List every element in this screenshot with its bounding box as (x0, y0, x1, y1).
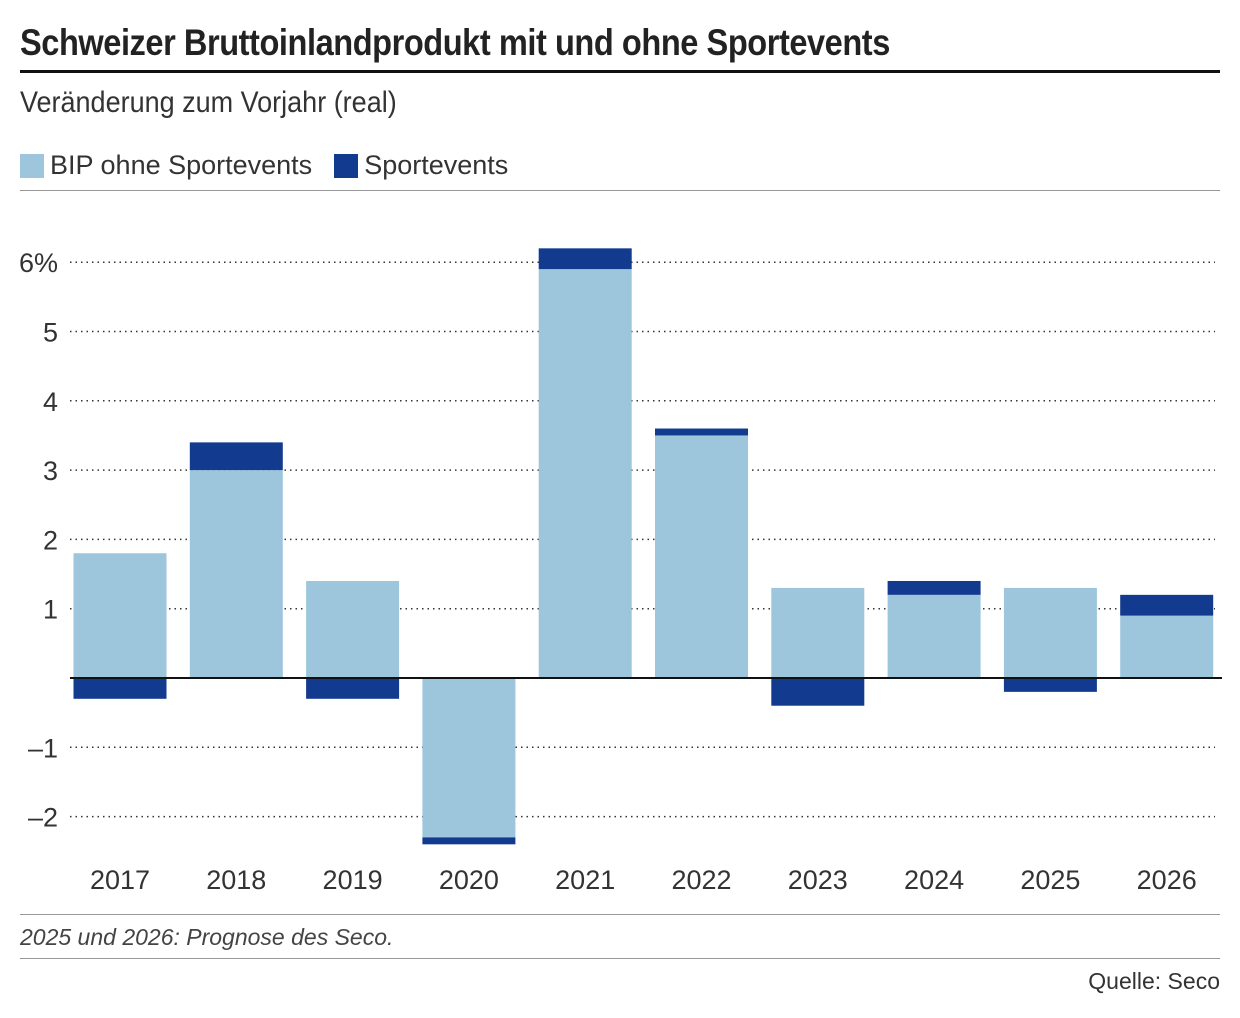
bar-base-2017 (73, 553, 167, 678)
bar-sport-2023 (771, 678, 865, 706)
x-tick-label: 2026 (1137, 865, 1197, 895)
y-tick-label: –2 (28, 803, 58, 833)
bar-sport-2025 (1003, 678, 1097, 692)
bar-base-2022 (655, 435, 748, 678)
legend-label-sport: Sportevents (364, 150, 509, 180)
title-rule (20, 70, 1220, 73)
footnote: 2025 und 2026: Prognose des Seco. (20, 924, 394, 950)
legend-swatch-sport (334, 153, 359, 178)
bar-sport-2017 (73, 678, 167, 699)
bar-sport-2018 (189, 442, 283, 471)
y-tick-label: 3 (43, 456, 58, 486)
legend-item-sport: Sportevents (334, 150, 508, 181)
legend-rule (20, 190, 1220, 191)
y-tick-label: 2 (43, 525, 58, 555)
x-tick-label: 2025 (1020, 865, 1080, 895)
legend: BIP ohne Sportevents Sportevents (20, 150, 530, 181)
y-tick-label: 6% (19, 248, 58, 278)
bar-sport-2019 (306, 678, 400, 699)
x-tick-label: 2021 (555, 865, 615, 895)
bar-sport-2020 (422, 837, 516, 845)
bar-base-2020 (422, 678, 516, 838)
bar-sport-2024 (887, 580, 981, 595)
bar-sport-2026 (1120, 594, 1214, 616)
bar-base-2026 (1120, 615, 1214, 678)
x-tick-label: 2022 (671, 865, 731, 895)
chart-subtitle: Veränderung zum Vorjahr (real) (20, 86, 397, 119)
y-tick-label: –1 (28, 733, 58, 763)
note-rule (20, 958, 1220, 959)
y-tick-label: 5 (43, 318, 58, 348)
bar-chart: –2 –1 1 2 3 4 5 6% 2017 2018 2019 2020 2021 2022 2023 2… (19, 248, 1222, 895)
x-tick-label: 2020 (439, 865, 499, 895)
bar-base-2024 (887, 594, 981, 678)
x-tick-label: 2023 (788, 865, 848, 895)
legend-item-base: BIP ohne Sportevents (20, 150, 312, 181)
chart-title: Schweizer Bruttoinlandprodukt mit und oh… (20, 22, 890, 63)
source: Quelle: Seco (1088, 968, 1220, 994)
x-tick-label: 2017 (90, 865, 150, 895)
bar-base-2023 (771, 587, 865, 678)
bar-sport-2021 (538, 248, 632, 270)
x-tick-label: 2019 (323, 865, 383, 895)
x-tick-label: 2018 (206, 865, 266, 895)
x-tick-label: 2024 (904, 865, 964, 895)
y-tick-label: 4 (43, 387, 58, 417)
y-tick-label: 1 (43, 595, 58, 625)
legend-swatch-base (20, 153, 44, 178)
bar-base-2025 (1003, 587, 1097, 678)
bar-base-2018 (189, 470, 283, 678)
footer-rule (20, 914, 1220, 915)
bar-base-2019 (306, 580, 400, 678)
bar-sport-2022 (655, 428, 748, 436)
legend-label-base: BIP ohne Sportevents (50, 150, 313, 180)
bar-base-2021 (538, 269, 632, 678)
